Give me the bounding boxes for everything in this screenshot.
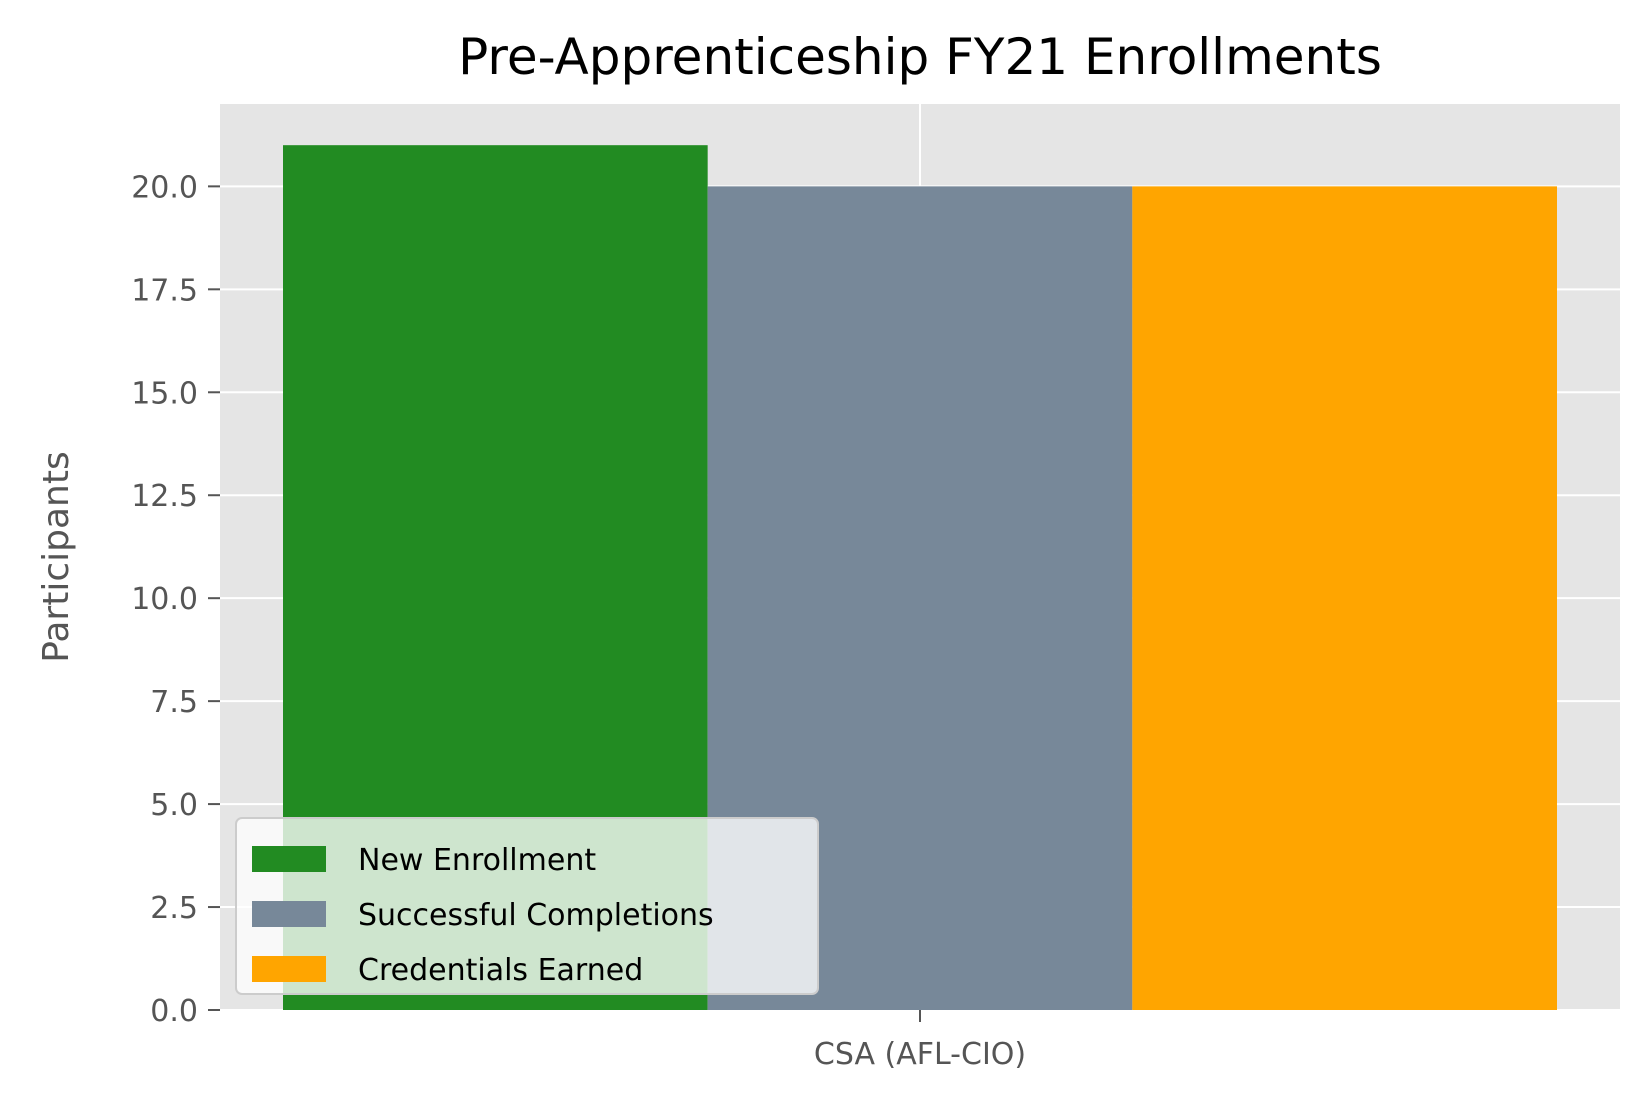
- y-axis-label: Participants: [36, 451, 77, 662]
- x-tick-label: CSA (AFL-CIO): [814, 1037, 1026, 1072]
- y-tick-label: 10.0: [131, 582, 198, 617]
- legend-swatch: [252, 956, 326, 982]
- legend-box: [235, 817, 819, 995]
- y-tick-label: 12.5: [131, 479, 198, 514]
- x-axis-ticks: CSA (AFL-CIO): [814, 1010, 1026, 1072]
- legend: New Enrollment Successful Completions Cred…: [235, 817, 819, 995]
- y-tick-label: 17.5: [131, 273, 198, 308]
- legend-swatch: [252, 901, 326, 927]
- legend-swatch: [252, 846, 326, 872]
- chart-title: Pre-Apprenticeship FY21 Enrollments: [458, 28, 1382, 86]
- y-tick-label: 0.0: [150, 994, 198, 1029]
- bar-credentials-earned: [1132, 186, 1557, 1010]
- y-tick-label: 15.0: [131, 376, 198, 411]
- legend-entry-label: Credentials Earned: [358, 953, 643, 988]
- y-tick-label: 2.5: [150, 891, 198, 926]
- y-axis-ticks: 0.0 2.5 5.0 7.5 10.0 12.5 15.0 17.5 20.0: [131, 170, 220, 1029]
- legend-entry-label: New Enrollment: [358, 843, 596, 878]
- legend-entry-label: Successful Completions: [358, 898, 714, 933]
- y-tick-label: 7.5: [150, 685, 198, 720]
- y-tick-label: 5.0: [150, 788, 198, 823]
- y-tick-label: 20.0: [131, 170, 198, 205]
